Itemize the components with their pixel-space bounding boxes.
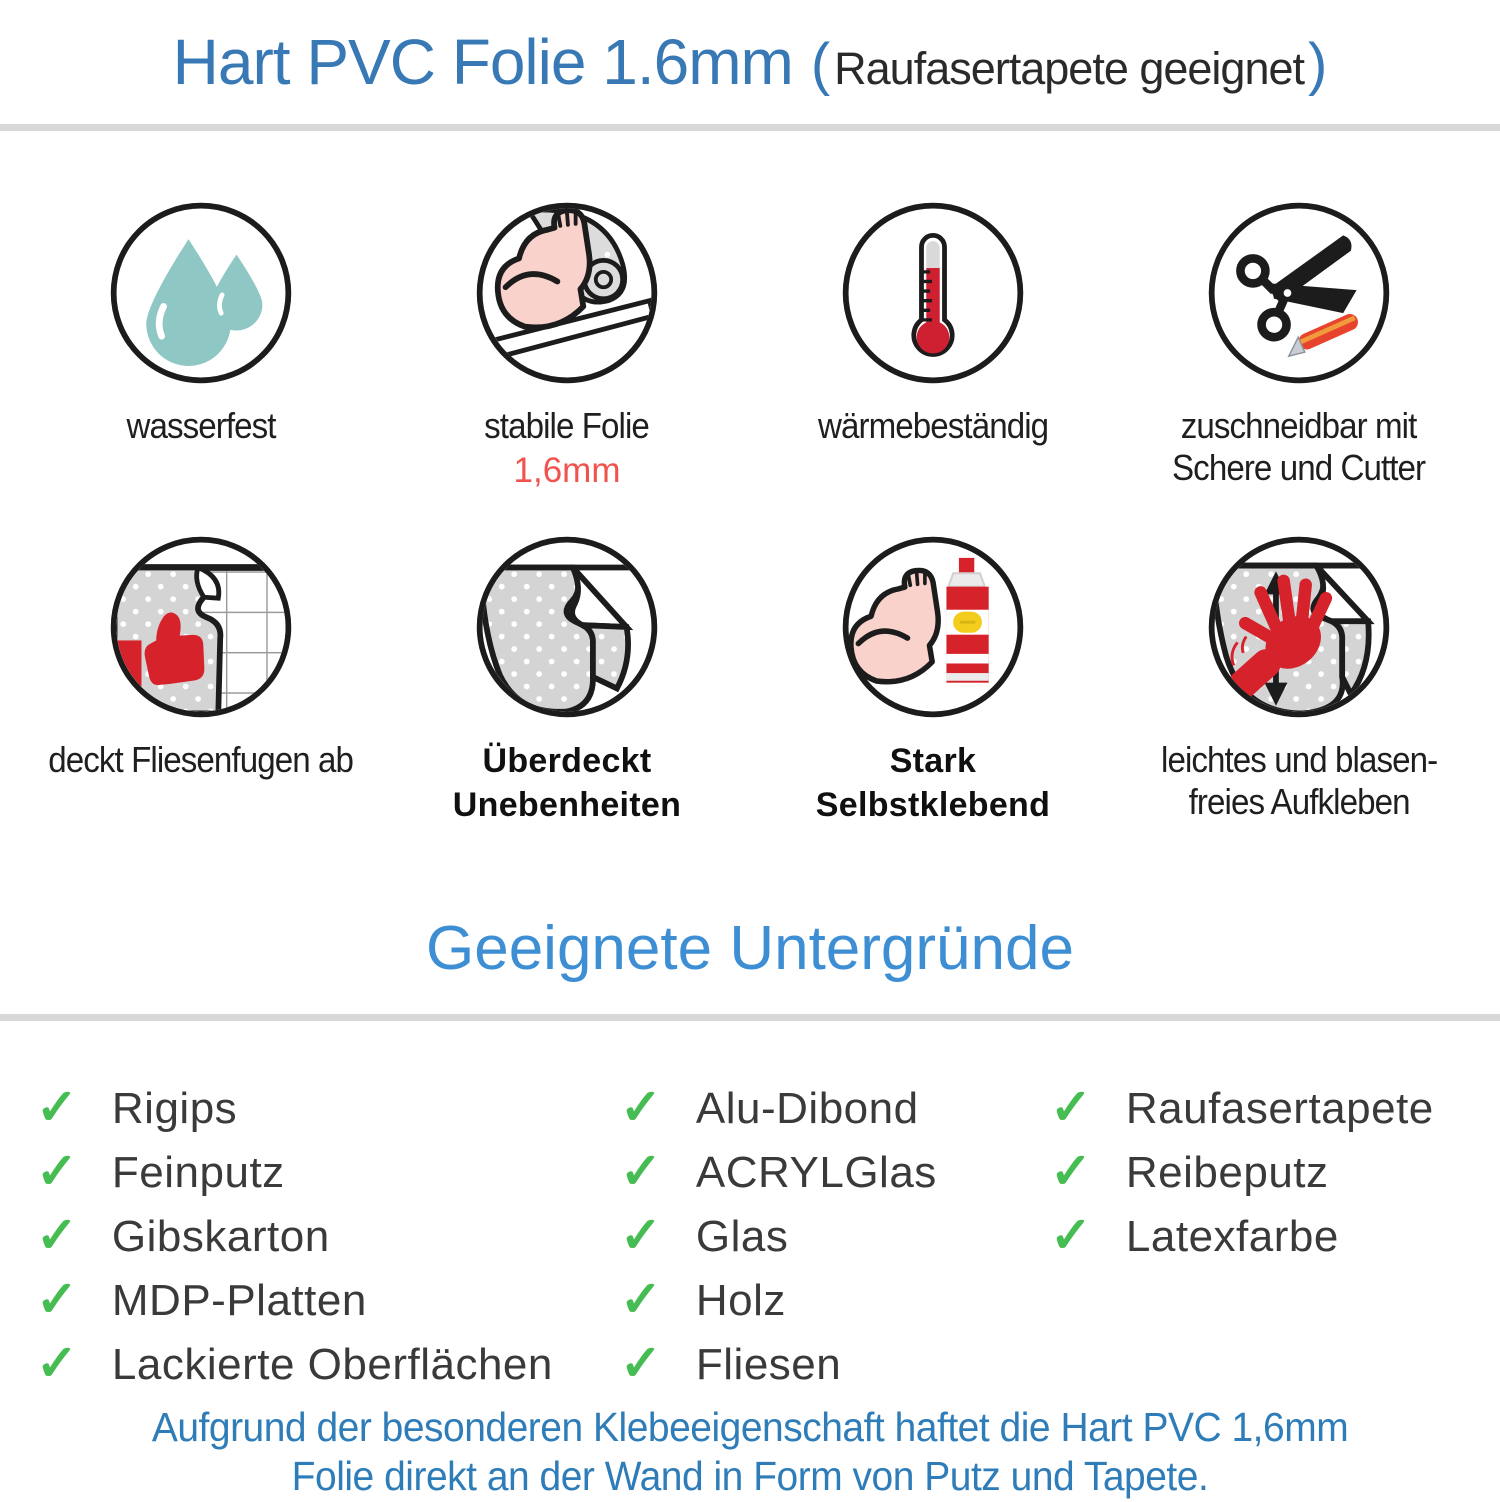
water-drops-icon — [110, 202, 292, 384]
list-item: ✓ Reibeputz — [1050, 1143, 1329, 1200]
feature-label: zuschneidbar mit Schere und Cutter — [1172, 405, 1426, 488]
title-main: Hart PVC Folie 1.6mm — [172, 26, 794, 98]
header: Hart PVC Folie 1.6mm ( Raufasertapete ge… — [0, 0, 1500, 124]
check-icon: ✓ — [36, 1335, 78, 1392]
list-item: ✓ Lackierte Oberflächen — [36, 1335, 553, 1392]
feature-label: Stark Selbstklebend — [815, 741, 1051, 824]
feature-self-adhesive: Stark Selbstklebend — [750, 531, 1116, 827]
thermometer-icon — [842, 202, 1024, 384]
title-subtitle: Raufasertapete geeignet — [834, 43, 1305, 94]
divider-middle — [0, 1014, 1500, 1022]
feature-covers-unevenness: Überdeckt Unebenheiten — [384, 531, 750, 827]
substrates-column-1: ✓ Rigips ✓ Feinputz ✓ Gibskarton ✓ MDP-Platt… — [36, 1077, 620, 1397]
paren-close: ) — [1308, 32, 1328, 97]
hand-smoothing-icon — [1208, 536, 1390, 717]
list-item: ✓ Fliesen — [620, 1335, 842, 1392]
check-icon: ✓ — [620, 1079, 662, 1136]
flexed-arm-glue-icon — [842, 536, 1024, 717]
check-icon: ✓ — [36, 1143, 78, 1200]
paren-open: ( — [810, 32, 831, 97]
footer-line-1: Aufgrund der besonderen Klebeeigenschaft… — [151, 1404, 1349, 1451]
list-item: ✓ Latexfarbe — [1050, 1207, 1339, 1264]
feature-label: stabile Folie — [484, 405, 651, 446]
feature-label: leichtes und blasen- freies Aufkleben — [1160, 738, 1438, 822]
footer-line-2: Folie direkt an der Wand in Form von Put… — [291, 1453, 1209, 1500]
divider-top — [0, 124, 1500, 131]
list-item: ✓ MDP-Platten — [36, 1271, 367, 1328]
list-item: ✓ Alu-Dibond — [620, 1079, 919, 1136]
list-item: ✓ ACRYLGlas — [620, 1143, 937, 1200]
check-icon: ✓ — [620, 1207, 662, 1264]
feature-stable-foil: stabile Folie 1,6mm — [384, 197, 750, 491]
page-title: Hart PVC Folie 1.6mm ( Raufasertapete ge… — [173, 25, 1328, 99]
list-item: ✓ Rigips — [36, 1079, 238, 1136]
feature-label: Überdeckt Unebenheiten — [452, 741, 682, 824]
feature-cuttable: zuschneidbar mit Schere und Cutter — [1116, 197, 1482, 491]
feature-waterproof: wasserfest — [18, 197, 384, 491]
check-icon: ✓ — [36, 1079, 78, 1136]
foil-cover-icon — [476, 536, 658, 717]
check-icon: ✓ — [36, 1271, 78, 1328]
check-icon: ✓ — [1050, 1079, 1092, 1136]
check-icon: ✓ — [620, 1143, 662, 1200]
list-item: ✓ Raufasertapete — [1050, 1079, 1434, 1136]
feature-bubble-free: leichtes und blasen- freies Aufkleben — [1116, 531, 1482, 827]
substrates-lists: ✓ Rigips ✓ Feinputz ✓ Gibskarton ✓ MDP-Platt… — [0, 1021, 1500, 1397]
flexed-arm-foil-icon — [476, 202, 658, 384]
feature-label: wasserfest — [126, 405, 276, 446]
list-item: ✓ Gibskarton — [36, 1207, 330, 1264]
check-icon: ✓ — [620, 1271, 662, 1328]
scissors-cutter-icon — [1208, 202, 1390, 384]
feature-label: wärmebeständig — [817, 405, 1049, 446]
substrates-heading: Geeignete Untergründe — [425, 914, 1074, 984]
feature-heat-resistant: wärmebeständig — [750, 197, 1116, 491]
substrates-column-2: ✓ Alu-Dibond ✓ ACRYLGlas ✓ Glas ✓ Holz ✓ Flie… — [620, 1077, 1050, 1397]
list-item: ✓ Holz — [620, 1271, 786, 1328]
footer-note: Aufgrund der besonderen Klebeeigenschaft… — [0, 1403, 1500, 1501]
feature-grid: wasserfest stabile Folie 1,6mm — [0, 131, 1500, 827]
feature-label: deckt Fliesenfugen ab — [48, 738, 355, 780]
feature-covers-tile-joints: deckt Fliesenfugen ab — [18, 531, 384, 827]
list-item: ✓ Glas — [620, 1207, 789, 1264]
check-icon: ✓ — [620, 1335, 662, 1392]
thumb-up-tile-icon — [110, 536, 292, 717]
substrates-column-3: ✓ Raufasertapete ✓ Reibeputz ✓ Latexfarbe — [1050, 1077, 1480, 1397]
check-icon: ✓ — [1050, 1143, 1092, 1200]
check-icon: ✓ — [1050, 1207, 1092, 1264]
check-icon: ✓ — [36, 1207, 78, 1264]
list-item: ✓ Feinputz — [36, 1143, 285, 1200]
thickness-note: 1,6mm — [513, 450, 621, 490]
